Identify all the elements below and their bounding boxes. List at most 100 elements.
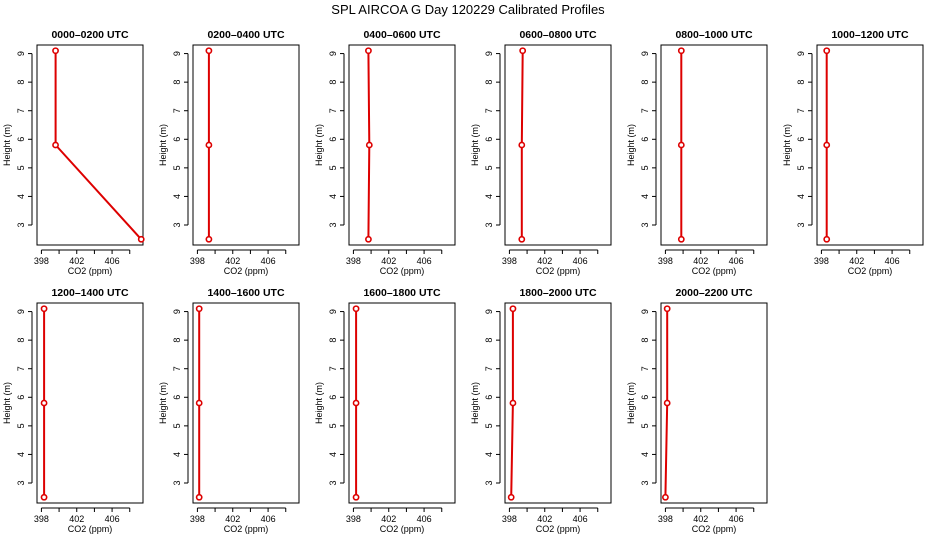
x-axis-label: CO2 (ppm) <box>536 266 581 276</box>
y-axis-label: Height (m) <box>470 124 480 166</box>
x-tick-label: 402 <box>225 256 240 266</box>
x-tick-label: 402 <box>693 514 708 524</box>
data-point <box>823 47 831 55</box>
y-tick-label: 6 <box>484 137 494 142</box>
y-tick-label: 3 <box>328 480 338 485</box>
plot-frame <box>816 44 924 246</box>
y-tick-label: 5 <box>796 165 806 170</box>
data-point <box>205 235 213 243</box>
y-tick-label: 6 <box>172 137 182 142</box>
y-tick-label: 6 <box>172 395 182 400</box>
x-axis-label: CO2 (ppm) <box>68 524 113 534</box>
y-tick-label: 5 <box>484 423 494 428</box>
y-tick-label: 7 <box>796 108 806 113</box>
x-tick-label: 402 <box>69 514 84 524</box>
y-tick-label: 8 <box>640 338 650 343</box>
y-axis-label: Height (m) <box>314 382 324 424</box>
data-point <box>519 47 527 55</box>
y-tick-label: 3 <box>640 480 650 485</box>
y-tick-label: 9 <box>640 309 650 314</box>
x-tick-label: 398 <box>346 256 361 266</box>
data-point <box>205 141 213 149</box>
y-tick-label: 5 <box>328 423 338 428</box>
y-tick-label: 3 <box>640 222 650 227</box>
y-tick-label: 8 <box>484 338 494 343</box>
panel-title: 0200–0400 UTC <box>207 29 284 41</box>
y-tick-label: 4 <box>796 194 806 199</box>
x-tick-label: 406 <box>417 256 432 266</box>
data-point <box>352 493 360 501</box>
panel-title: 2000–2200 UTC <box>675 287 752 299</box>
data-point <box>40 305 48 313</box>
x-axis-label: CO2 (ppm) <box>380 266 425 276</box>
y-tick-label: 5 <box>16 165 26 170</box>
y-tick-label: 7 <box>484 108 494 113</box>
x-axis-label: CO2 (ppm) <box>692 524 737 534</box>
x-tick-label: 402 <box>537 514 552 524</box>
x-axis-label: CO2 (ppm) <box>692 266 737 276</box>
data-point <box>365 235 372 243</box>
data-point <box>518 235 526 243</box>
y-tick-label: 4 <box>172 194 182 199</box>
y-tick-label: 4 <box>16 452 26 457</box>
x-axis-label: CO2 (ppm) <box>224 524 269 534</box>
y-tick-label: 7 <box>16 108 26 113</box>
y-tick-label: 9 <box>484 51 494 56</box>
y-tick-label: 4 <box>640 452 650 457</box>
y-tick-label: 3 <box>16 222 26 227</box>
plot-frame <box>660 302 768 504</box>
x-tick-label: 398 <box>190 514 205 524</box>
x-tick-label: 406 <box>105 256 120 266</box>
y-tick-label: 5 <box>640 423 650 428</box>
x-tick-label: 402 <box>381 256 396 266</box>
x-tick-label: 406 <box>573 514 588 524</box>
x-tick-label: 402 <box>693 256 708 266</box>
data-point <box>40 399 48 407</box>
y-tick-label: 8 <box>484 80 494 85</box>
y-axis-label: Height (m) <box>158 382 168 424</box>
y-tick-label: 7 <box>640 366 650 371</box>
y-tick-label: 5 <box>172 165 182 170</box>
y-tick-label: 9 <box>328 309 338 314</box>
x-tick-label: 398 <box>658 256 673 266</box>
y-tick-label: 3 <box>796 222 806 227</box>
panel-title: 1000–1200 UTC <box>831 29 908 41</box>
x-axis-label: CO2 (ppm) <box>224 266 269 276</box>
x-axis-label: CO2 (ppm) <box>380 524 425 534</box>
y-tick-label: 8 <box>16 338 26 343</box>
y-tick-label: 9 <box>172 51 182 56</box>
data-point <box>195 305 203 313</box>
data-point <box>52 141 59 149</box>
y-axis-label: Height (m) <box>626 382 636 424</box>
y-tick-label: 4 <box>328 452 338 457</box>
data-point <box>205 47 213 55</box>
y-tick-label: 8 <box>640 80 650 85</box>
y-tick-label: 3 <box>484 480 494 485</box>
panel-title: 0000–0200 UTC <box>51 29 128 41</box>
y-axis-label: Height (m) <box>314 124 324 166</box>
x-tick-label: 398 <box>346 514 361 524</box>
plot-frame <box>36 44 144 246</box>
y-tick-label: 9 <box>796 51 806 56</box>
y-tick-label: 4 <box>484 452 494 457</box>
data-point <box>677 235 685 243</box>
y-axis-label: Height (m) <box>782 124 792 166</box>
y-tick-label: 5 <box>484 165 494 170</box>
y-tick-label: 7 <box>16 366 26 371</box>
y-tick-label: 4 <box>640 194 650 199</box>
data-point <box>663 305 671 313</box>
y-tick-label: 9 <box>16 309 26 314</box>
y-tick-label: 7 <box>172 366 182 371</box>
y-axis-label: Height (m) <box>2 124 12 166</box>
x-tick-label: 398 <box>34 256 49 266</box>
x-tick-label: 398 <box>34 514 49 524</box>
x-axis-label: CO2 (ppm) <box>68 266 113 276</box>
y-tick-label: 6 <box>16 137 26 142</box>
plot-frame <box>192 44 300 246</box>
data-point <box>365 47 372 55</box>
